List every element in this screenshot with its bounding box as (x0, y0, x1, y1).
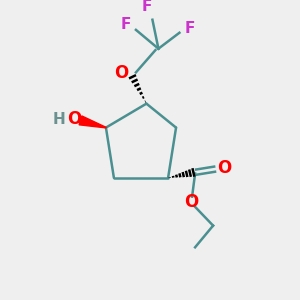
Text: H: H (53, 112, 66, 127)
Text: O: O (67, 110, 81, 128)
Text: O: O (184, 194, 198, 211)
Text: F: F (120, 16, 130, 32)
Text: F: F (185, 21, 195, 36)
Text: O: O (217, 159, 231, 177)
Text: F: F (141, 0, 152, 14)
Text: O: O (114, 64, 128, 82)
Polygon shape (79, 116, 106, 128)
